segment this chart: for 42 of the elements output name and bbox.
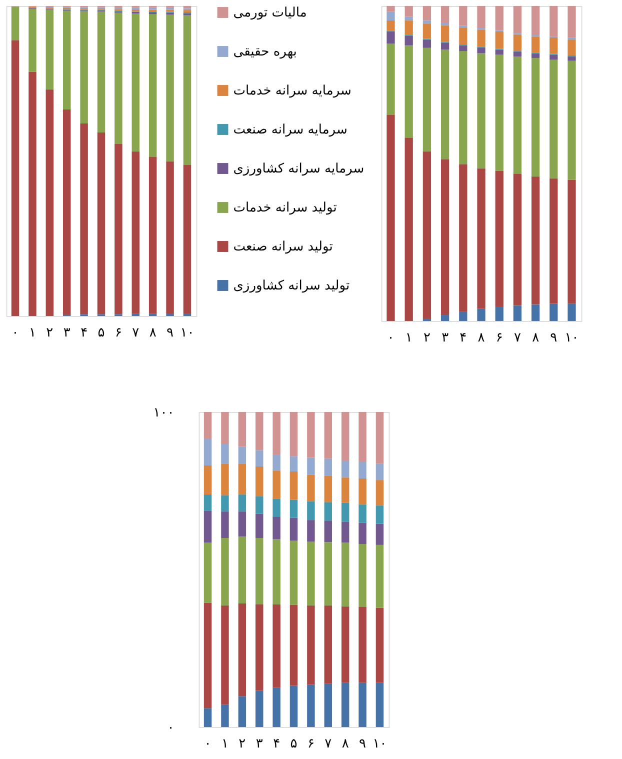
x-tick-label: ۰ (387, 330, 394, 346)
x-tick-label: ۱۰ (180, 326, 194, 340)
x-tick-label: ۱۰ (564, 330, 579, 346)
x-tick-label: ۷ (324, 736, 332, 752)
x-tick-label: ۵ (98, 326, 105, 340)
x-tick-label: ۱ (221, 736, 228, 752)
legend-label: مالیات تورمی (233, 6, 307, 20)
x-tick-label: ۳ (63, 326, 70, 340)
x-tick-label: ۰ (12, 326, 19, 340)
x-tick-label: ۶ (114, 326, 122, 340)
x-tick-label: ۹ (359, 736, 366, 752)
x-tick-label: ۱ (405, 330, 412, 346)
x-tick-label: ۲ (423, 330, 430, 346)
x-tick-label: ۶ (307, 736, 314, 752)
x-tick-label: ۸ (149, 326, 156, 340)
legend-label: سرمایه سرانه کشاورزی (233, 162, 364, 176)
x-tick-label: ۸ (478, 330, 485, 346)
x-tick-label: ۸ (532, 330, 540, 346)
x-tick-label: ۱۰ (372, 736, 387, 752)
x-tick-label: ۷ (132, 326, 140, 340)
x-tick-label: ۰ (204, 736, 212, 752)
x-tick-label: ۸ (342, 736, 349, 752)
legend-label: سرمایه سرانه خدمات (233, 84, 352, 98)
x-tick-label: ۴ (273, 736, 280, 752)
x-tick-label: ۲ (46, 326, 54, 340)
x-tick-label: ۹ (550, 330, 558, 346)
x-tick-label: ۳ (256, 736, 263, 752)
legend-label: سرمایه سرانه صنعت (233, 122, 348, 138)
legend-label: تولید سرانه کشاورزی (233, 278, 350, 294)
x-tick-label: ۴ (460, 330, 467, 346)
y-tick-label: ۱۰۰ (153, 406, 174, 420)
x-tick-label: ۹ (166, 326, 174, 340)
x-tick-label: ۵ (290, 736, 298, 752)
x-tick-label: ۷ (514, 330, 521, 346)
x-tick-label: ۴ (80, 326, 88, 340)
x-tick-label: ۶ (496, 330, 503, 346)
x-tick-label: ۲ (238, 736, 246, 752)
x-tick-label: ۳ (442, 330, 449, 346)
legend-label: بهره حقیقی (233, 44, 297, 60)
legend-label: تولید سرانه خدمات (233, 200, 338, 216)
x-tick-label: ۱ (28, 326, 36, 340)
legend-label: تولید سرانه صنعت (233, 240, 334, 254)
